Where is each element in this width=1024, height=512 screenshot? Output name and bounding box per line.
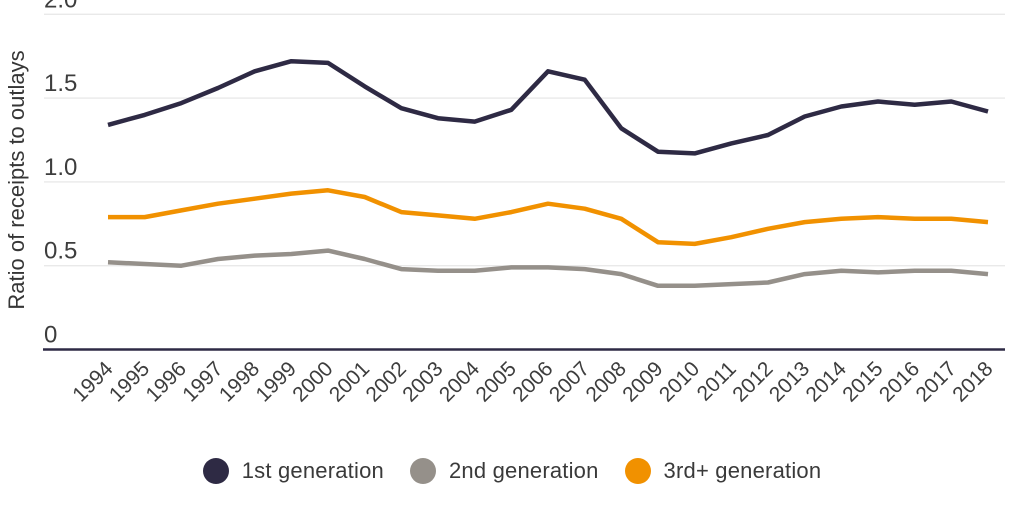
y-tick-label-2.0: 2.0	[44, 0, 77, 13]
x-tick-label-2006: 2006	[508, 357, 557, 406]
y-tick-label-0.5: 0.5	[44, 238, 77, 265]
x-tick-label-2004: 2004	[435, 357, 485, 407]
x-tick-label-1997: 1997	[178, 357, 227, 406]
x-tick-label-2009: 2009	[618, 357, 667, 406]
x-tick-label-1999: 1999	[252, 357, 301, 406]
x-tick-label-2010: 2010	[655, 357, 704, 406]
x-tick-label-2015: 2015	[838, 357, 887, 406]
x-tick-label-2012: 2012	[728, 357, 777, 406]
x-tick-label-2016: 2016	[875, 357, 924, 406]
x-tick-label-2002: 2002	[362, 357, 411, 406]
legend-label-2nd-generation: 2nd generation	[448, 458, 599, 483]
x-tick-label-2013: 2013	[765, 357, 814, 406]
y-axis-title: Ratio of receipts to outlays	[4, 50, 29, 309]
x-tick-label-2008: 2008	[582, 357, 631, 406]
series-line-3rd-generation	[108, 188, 989, 247]
legend-dot-3rd-generation-icon	[624, 458, 651, 484]
x-tick-label-1998: 1998	[215, 357, 264, 406]
legend-item-1st-generation: 1st generation	[202, 458, 384, 484]
x-tick-label-2018: 2018	[948, 357, 997, 406]
x-tick-label-1995: 1995	[105, 357, 154, 406]
x-tick-label-2000: 2000	[288, 357, 337, 406]
y-tick-label-0: 0	[44, 322, 57, 349]
x-tick-label-2011: 2011	[693, 357, 741, 405]
legend-dot-2nd-generation-icon	[409, 458, 436, 484]
x-tick-label-2014: 2014	[802, 357, 852, 407]
x-tick-label-1994: 1994	[68, 357, 118, 407]
series-line-2nd-generation	[107, 248, 989, 289]
legend-label-1st-generation: 1st generation	[241, 458, 384, 483]
x-tick-label-2005: 2005	[472, 357, 521, 406]
legend-item-3rd-generation: 3rd+ generation	[624, 458, 822, 484]
x-tick-label-1996: 1996	[142, 357, 191, 406]
series-line-1st-generation	[107, 58, 989, 156]
legend-label-3rd-generation: 3rd+ generation	[663, 458, 822, 483]
fiscal-ratio-line-chart: 00.51.01.52.0199419951996199719981999200…	[4, 0, 1005, 407]
legend-dot-1st-generation-icon	[202, 458, 229, 484]
x-tick-label-2003: 2003	[398, 357, 447, 406]
x-tick-label-2007: 2007	[545, 357, 594, 406]
legend-item-2nd-generation: 2nd generation	[409, 458, 599, 484]
y-tick-label-1.0: 1.0	[44, 154, 77, 181]
x-tick-label-2001: 2001	[325, 357, 374, 406]
x-tick-label-2017: 2017	[912, 357, 961, 406]
y-tick-label-1.5: 1.5	[44, 70, 77, 97]
chart-legend: 1st generation 2nd generation 3rd+ gener…	[0, 436, 1024, 506]
